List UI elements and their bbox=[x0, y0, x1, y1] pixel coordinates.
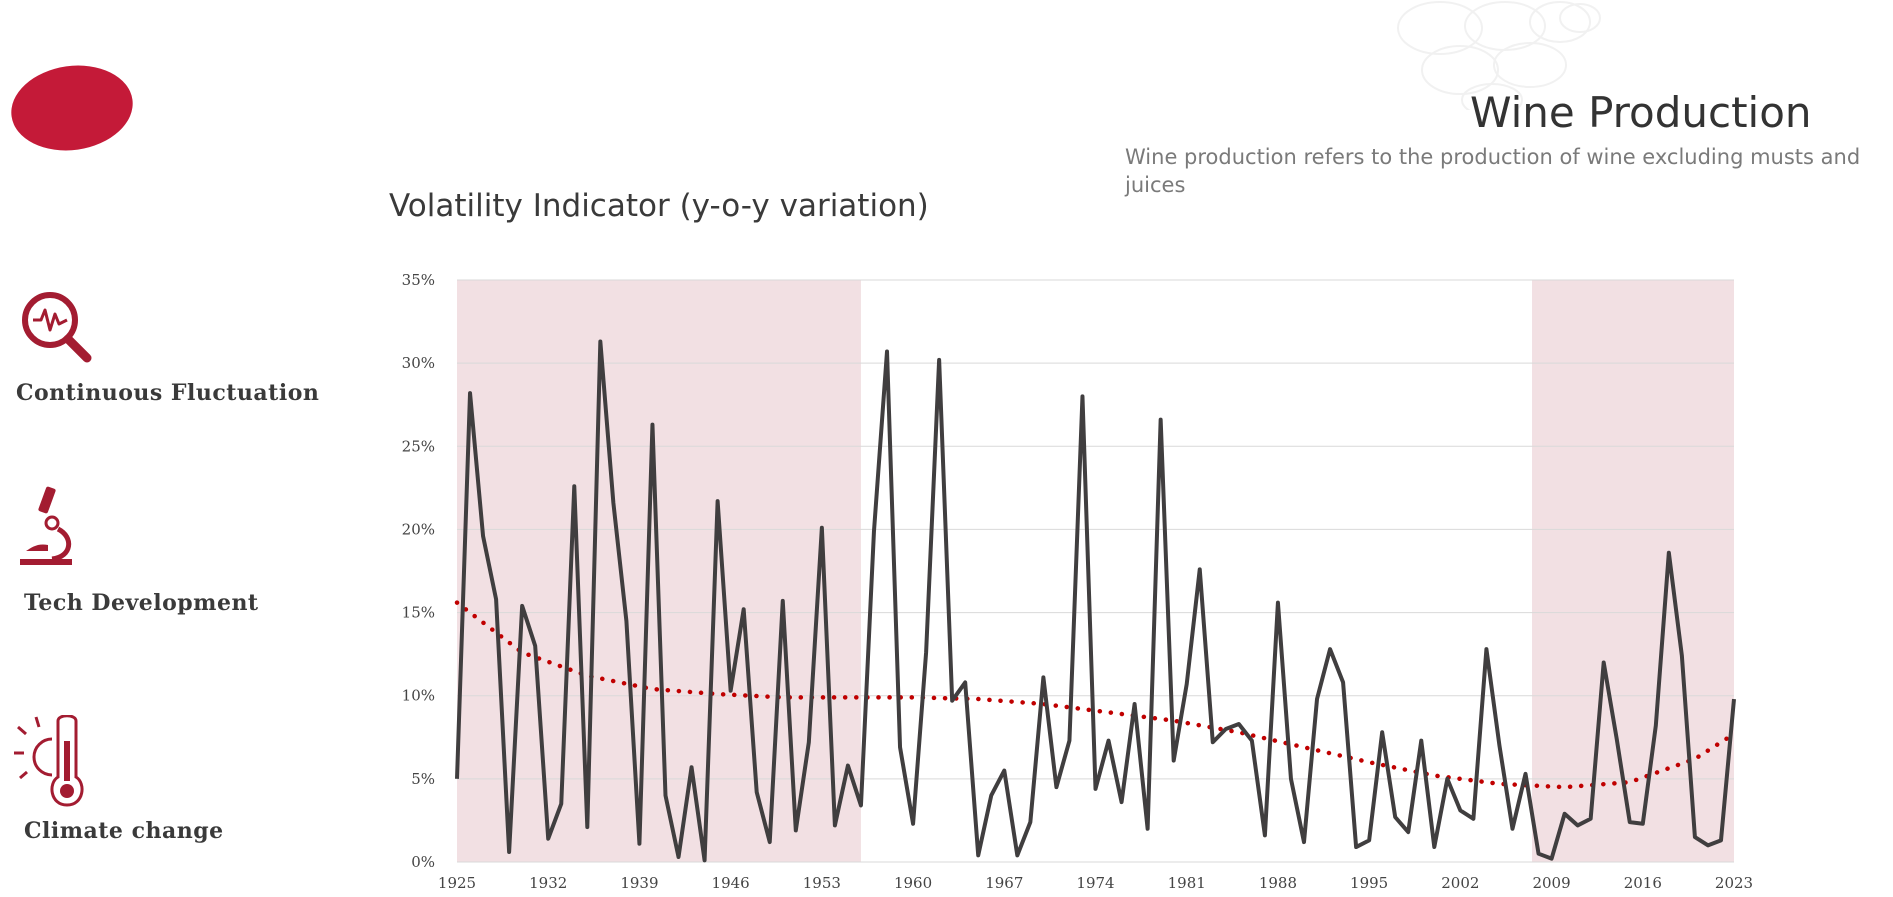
x-tick-label: 1939 bbox=[620, 874, 658, 892]
magnifier-pulse-icon bbox=[22, 292, 92, 363]
x-tick-label: 2016 bbox=[1624, 874, 1662, 892]
x-tick-label: 2009 bbox=[1532, 874, 1570, 892]
x-tick-label: 1967 bbox=[985, 874, 1023, 892]
sidebar-item-label: Climate change bbox=[24, 818, 224, 844]
logo-blob-icon bbox=[11, 65, 133, 151]
y-tick-label: 5% bbox=[411, 770, 435, 788]
x-tick-label: 1988 bbox=[1259, 874, 1297, 892]
page-subtitle: Wine production refers to the production… bbox=[1125, 145, 1861, 197]
x-tick-label: 2002 bbox=[1441, 874, 1479, 892]
y-tick-label: 35% bbox=[402, 271, 435, 289]
y-tick-label: 0% bbox=[411, 853, 435, 871]
x-tick-label: 1946 bbox=[712, 874, 750, 892]
x-tick-label: 1953 bbox=[803, 874, 841, 892]
x-tick-label: 1925 bbox=[438, 874, 476, 892]
microscope-icon bbox=[20, 486, 72, 565]
y-tick-label: 15% bbox=[402, 604, 435, 622]
sidebar-item-label: Continuous Fluctuation bbox=[16, 380, 320, 406]
x-tick-label: 1960 bbox=[894, 874, 932, 892]
chart-title: Volatility Indicator (y-o-y variation) bbox=[389, 188, 929, 224]
x-tick-label: 2023 bbox=[1715, 874, 1753, 892]
shaded-period bbox=[1532, 280, 1734, 862]
sidebar-item-label: Tech Development bbox=[24, 590, 259, 616]
grapes-outline-decoration bbox=[1397, 1, 1601, 110]
x-tick-label: 1932 bbox=[529, 874, 567, 892]
page-title: Wine Production bbox=[1470, 88, 1812, 137]
y-tick-label: 10% bbox=[402, 687, 435, 705]
y-tick-label: 20% bbox=[402, 520, 435, 538]
y-tick-label: 25% bbox=[402, 437, 435, 455]
x-tick-label: 1974 bbox=[1076, 874, 1114, 892]
x-tick-label: 1995 bbox=[1350, 874, 1388, 892]
x-tick-label: 1981 bbox=[1168, 874, 1206, 892]
y-tick-label: 30% bbox=[402, 354, 435, 372]
thermometer-sun-icon bbox=[14, 715, 84, 807]
